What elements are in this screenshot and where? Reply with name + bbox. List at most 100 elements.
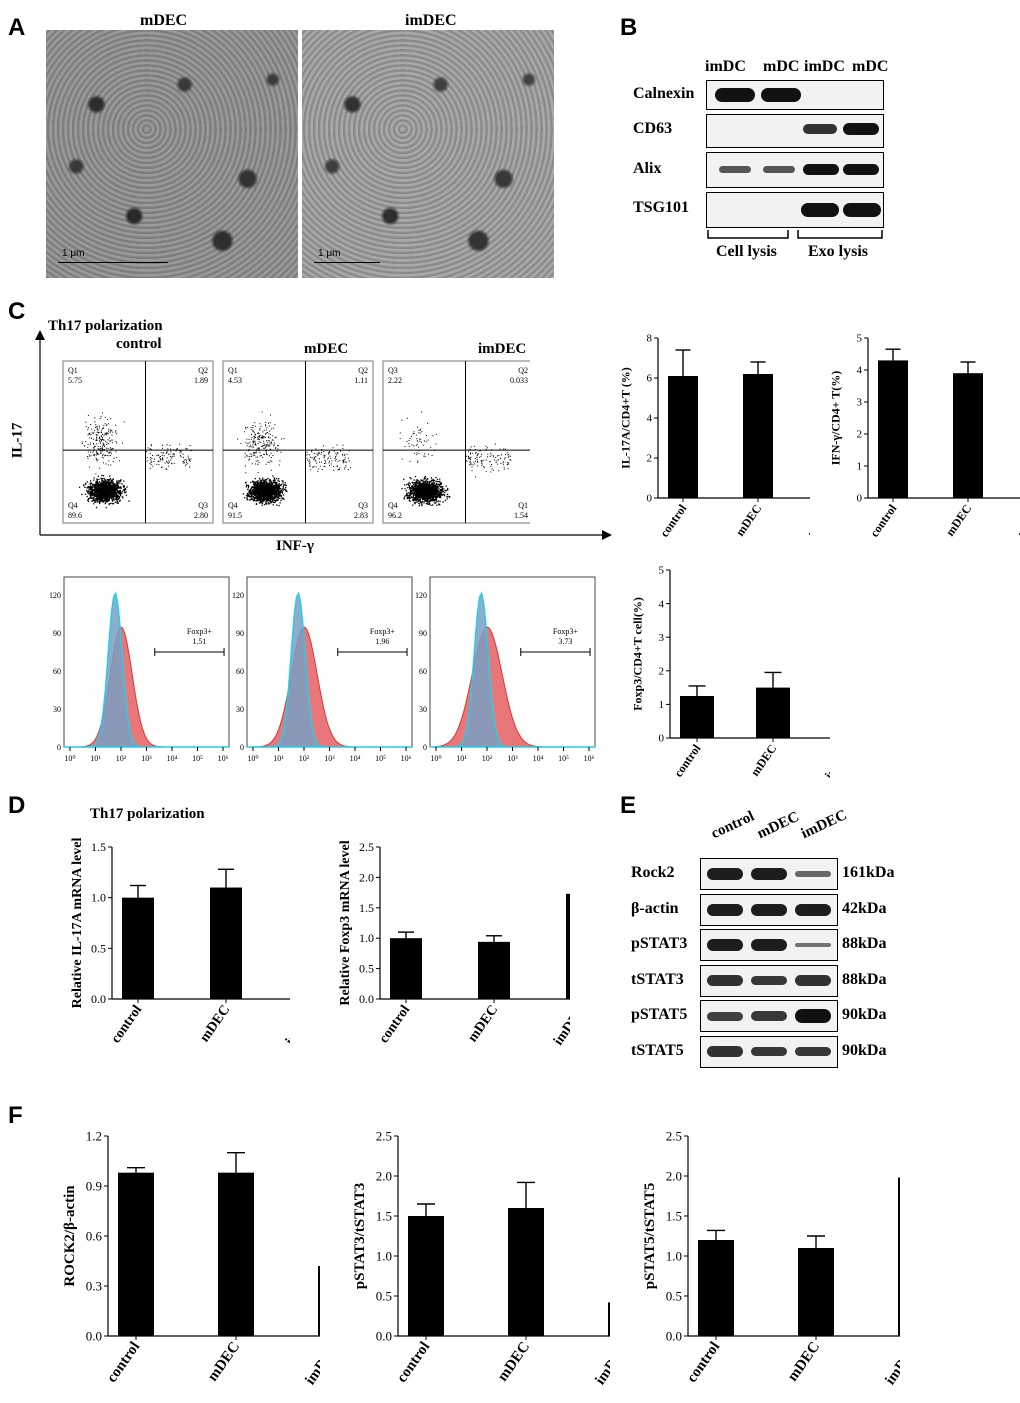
blot-b-lane-4: mDC [852, 58, 889, 75]
bar-control [118, 1172, 154, 1336]
blot-e-strip [700, 893, 838, 926]
quadrant-bl-value: 91.5 [228, 511, 242, 520]
blot-band [707, 903, 743, 916]
y-tick-label: 6 [647, 373, 653, 385]
blot-e-kda: 88kDa [842, 970, 887, 988]
blot-band [751, 975, 787, 986]
quadrant-tr: Q2 [198, 366, 208, 375]
hist-x-tick-label: 10⁶ [218, 754, 229, 763]
flow-title-mdec: mDEC [304, 341, 349, 357]
blot-band [751, 1011, 787, 1021]
x-tick-label: imDEC [1016, 502, 1020, 542]
blot-band [751, 868, 787, 880]
quadrant-br: Q3 [358, 501, 368, 510]
x-tick-label: mDEC [465, 1003, 501, 1045]
x-tick-label: imDEC [551, 1003, 570, 1049]
y-tick-label: 0.3 [86, 1278, 102, 1293]
blot-e-row-label: pSTAT5 [631, 1006, 688, 1023]
gate-value: 1.96 [375, 637, 389, 646]
blot-e-kda: 88kDa [842, 935, 887, 952]
blot-b-group-exo: Exo lysis [808, 243, 869, 260]
x-tick-label: mDEC [495, 1339, 533, 1384]
y-tick-label: 3 [857, 397, 863, 409]
bar-control [122, 897, 154, 999]
hist-y-tick: 90 [419, 629, 427, 638]
blot-band [795, 871, 831, 877]
x-tick-label: mDEC [785, 1339, 823, 1384]
x-tick-label: imDEC [822, 742, 830, 782]
quadrant-tr-value: 1.89 [194, 376, 208, 385]
hist-x-tick-label: 10⁰ [64, 754, 75, 763]
quadrant-bl: Q4 [388, 501, 398, 510]
hist-x-tick-label: 10⁴ [533, 754, 544, 763]
hist-x-tick-label: 10⁴ [167, 754, 178, 763]
y-axis-label: pSTAT5/tSTAT5 [642, 1183, 658, 1289]
blot-band [707, 1046, 743, 1057]
bar-mDEC [743, 374, 773, 498]
histogram-mDEC: Foxp3+1.96 0 30 60 90 120 10⁰ 10¹ 10² 10³ 10⁴ 10⁵ 10… [232, 576, 413, 763]
quadrant-br-value: 1.54 [514, 511, 528, 520]
hist-y-tick: 30 [53, 705, 61, 714]
chart-foxp3-mrna: 0.0 0.5 1.0 1.5 2.0 2.5 Relative Foxp3 mRNA le… [338, 840, 570, 1049]
y-tick-label: 4 [647, 413, 653, 425]
blot-b-lane-2: mDC [763, 58, 800, 75]
y-tick-label: 1.0 [376, 1248, 392, 1263]
scale-bar [314, 262, 380, 263]
x-tick-label: imDEC [882, 1339, 900, 1388]
bar-control [668, 376, 698, 498]
bar-mDEC [953, 373, 983, 498]
hist-y-tick: 0 [57, 743, 61, 752]
tem-right-title: imDEC [405, 12, 457, 29]
tem-image-mdec: 1 μm [46, 30, 298, 278]
chart-rock2-bactin: 0.0 0.3 0.6 0.9 1.2 ROCK2/β-actin control mDEC i… [62, 1128, 320, 1388]
x-tick-label: control [109, 1003, 146, 1047]
bar-mDEC [210, 887, 242, 999]
blot-band [707, 939, 743, 951]
hist-x-tick-label: 10³ [507, 754, 518, 763]
hist-x-tick-label: 10⁰ [430, 754, 441, 763]
y-tick-label: 4 [857, 365, 863, 377]
quadrant-tr: Q2 [518, 366, 528, 375]
y-tick-label: 0.6 [86, 1228, 103, 1243]
blot-e-row-label: tSTAT5 [631, 1041, 684, 1059]
blot-band [707, 975, 743, 986]
histogram-frame [63, 576, 230, 748]
quadrant-bl: Q4 [68, 501, 78, 510]
histogram-isotype [247, 591, 412, 748]
panel-d-title: Th17 polarization [90, 806, 205, 822]
blot-band [795, 903, 831, 916]
y-tick-label: 2.0 [376, 1168, 392, 1183]
hist-x-tick-label: 10¹ [90, 754, 101, 763]
dot-plot-frame [62, 360, 214, 524]
y-tick-label: 2.5 [359, 840, 374, 854]
y-tick-label: 2 [857, 429, 863, 441]
chart-pstat5-tstat5: 0.0 0.5 1.0 1.5 2.0 2.5 pSTAT5/tSTAT5 control mD… [642, 1128, 900, 1388]
x-tick-label: control [104, 1339, 143, 1385]
hist-y-tick: 60 [236, 667, 244, 676]
y-tick-label: 0.0 [86, 1328, 102, 1343]
panel-label-f: F [8, 1102, 23, 1129]
hist-x-tick-label: 10⁵ [375, 754, 386, 763]
blot-b-row-tsg101: TSG101 [633, 199, 690, 216]
hist-y-tick: 90 [53, 629, 61, 638]
flow-y-axis-label: IL-17 [9, 422, 26, 459]
blot-b-tsg101 [706, 192, 884, 228]
hist-y-tick: 60 [53, 667, 61, 676]
x-tick-label: imDEC [592, 1339, 610, 1388]
y-tick-label: 4 [659, 598, 665, 610]
quadrant-tl: Q3 [388, 366, 398, 375]
blot-e-strip [700, 1035, 838, 1068]
blot-e-row-label: tSTAT3 [631, 970, 684, 988]
hist-y-tick: 60 [419, 667, 427, 676]
x-tick-label: mDEC [943, 502, 975, 539]
blot-band [795, 1046, 831, 1057]
blot-e-kda: 42kDa [842, 899, 887, 917]
blot-band [795, 975, 831, 986]
y-tick-label: 0.0 [359, 992, 374, 1006]
quadrant-tl-value: 5.75 [68, 376, 82, 385]
blot-e-strip [700, 858, 838, 890]
hist-y-tick: 120 [49, 591, 61, 600]
